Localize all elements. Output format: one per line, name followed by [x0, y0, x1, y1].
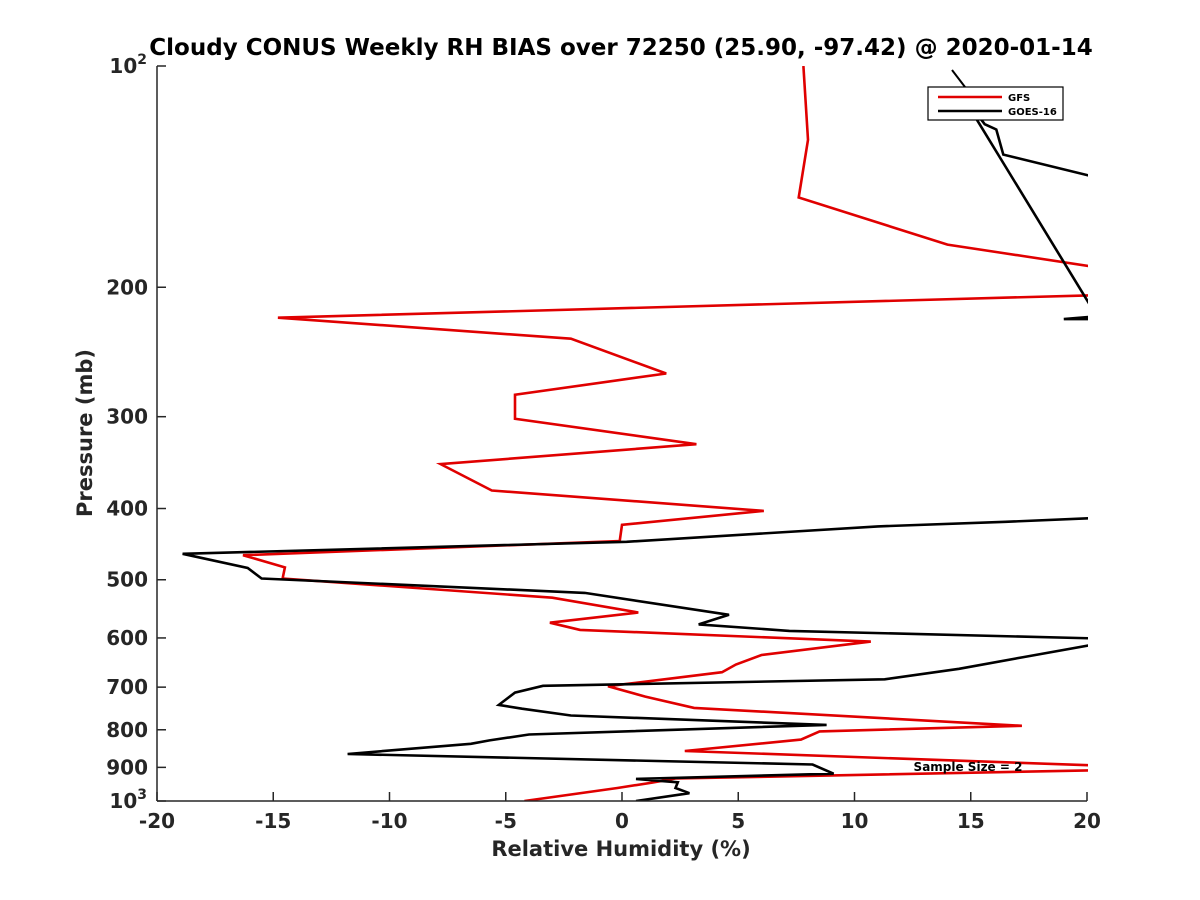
legend: GFS GOES-16	[927, 69, 1064, 121]
chart-title: Cloudy CONUS Weekly RH BIAS over 72250 (…	[149, 35, 1092, 61]
legend-label-goes16: GOES-16	[1008, 107, 1057, 118]
y-tick-label: 800	[106, 718, 148, 742]
x-tick-label: -10	[371, 809, 407, 833]
y-tick-label: 102	[109, 52, 147, 78]
y-tick-label: 500	[106, 568, 148, 592]
x-tick-label: 15	[957, 809, 985, 833]
series-line-gfs	[242, 66, 1088, 801]
y-axis-label: Pressure (mb)	[73, 349, 97, 517]
y-tick-label: 700	[106, 675, 148, 699]
x-tick-label: -5	[495, 809, 517, 833]
x-ticks: -20 -15 -10 -5 0 5 10 15 20	[139, 792, 1101, 833]
x-tick-label: 0	[615, 809, 629, 833]
x-tick-label: 20	[1073, 809, 1101, 833]
sample-size-annotation: Sample Size = 2	[914, 760, 1023, 774]
x-tick-label: 10	[841, 809, 869, 833]
y-tick-label: 300	[106, 405, 148, 429]
plot-area	[182, 66, 1088, 801]
legend-box	[927, 86, 1064, 121]
legend-label-gfs: GFS	[1008, 93, 1030, 104]
y-ticks: 102 200 300 400 500 600 700 800 900 103	[106, 52, 166, 813]
y-tick-label: 103	[109, 787, 147, 813]
y-tick-label: 400	[106, 497, 148, 521]
y-tick-label: 900	[106, 755, 148, 779]
x-tick-label: -15	[255, 809, 291, 833]
y-tick-label: 600	[106, 626, 148, 650]
x-tick-label: 5	[731, 809, 745, 833]
legend-pointer	[951, 69, 966, 88]
x-tick-label: -20	[139, 809, 175, 833]
series-line-goes16	[182, 89, 1088, 801]
x-axis-label: Relative Humidity (%)	[491, 837, 750, 861]
y-tick-label: 200	[106, 275, 148, 299]
